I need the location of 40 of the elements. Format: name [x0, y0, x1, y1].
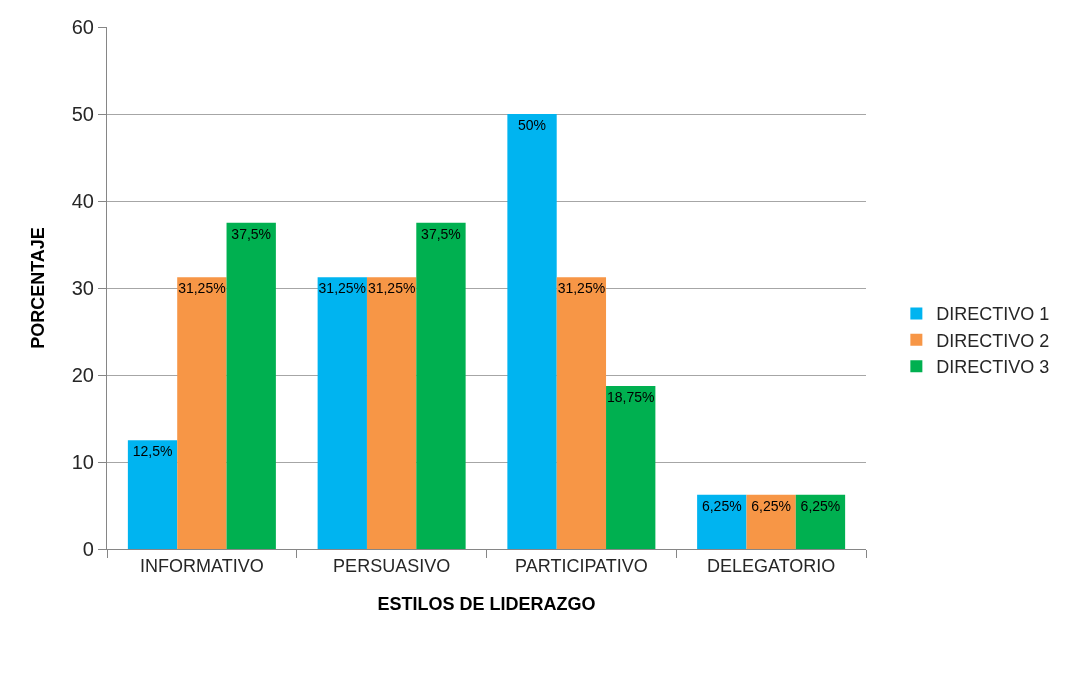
bar [226, 222, 276, 549]
legend-label: DIRECTIVO 3 [936, 357, 1050, 378]
data-label: 31,25% [178, 280, 226, 297]
data-label: 6,25% [800, 497, 841, 514]
data-label: 6,25% [751, 497, 791, 514]
bar [177, 277, 227, 549]
bar [795, 494, 846, 549]
x-tick-label: INFORMATIVO [140, 555, 264, 576]
bar [606, 385, 656, 549]
x-axis-title: ESTILOS DE LIDERAZGO [377, 593, 596, 614]
data-label: 31,25% [367, 280, 416, 297]
bar [746, 494, 796, 549]
data-label: 37,5% [231, 225, 272, 242]
y-axis-title: PORCENTAJE [27, 227, 48, 349]
y-tick-label: 20 [71, 364, 94, 386]
data-label: 12,5% [132, 443, 173, 460]
y-tick-label: 30 [71, 277, 94, 299]
legend-label: DIRECTIVO 2 [936, 330, 1050, 351]
x-tick-label: DELEGATORIO [706, 555, 836, 576]
bar [317, 277, 367, 549]
bar [416, 222, 466, 549]
data-label: 37,5% [421, 225, 461, 242]
data-label: 31,25% [557, 280, 606, 297]
bar [507, 114, 557, 549]
legend-label: DIRECTIVO 1 [936, 304, 1050, 325]
y-tick-label: 60 [71, 16, 94, 38]
y-tick-label: 40 [71, 190, 94, 212]
data-label: 6,25% [701, 497, 742, 514]
y-tick-label: 50 [71, 103, 94, 125]
y-tick-label: 0 [82, 538, 94, 560]
bar [127, 440, 178, 549]
bar [556, 277, 607, 549]
data-label: 31,25% [318, 280, 367, 297]
data-label: 50% [518, 117, 547, 133]
x-tick-label: PARTICIPATIVO [515, 555, 648, 576]
bar [697, 494, 747, 549]
x-tick-label: PERSUASIVO [333, 555, 451, 576]
y-tick-label: 10 [71, 451, 94, 473]
bar [366, 277, 417, 549]
data-label: 18,75% [606, 388, 655, 405]
